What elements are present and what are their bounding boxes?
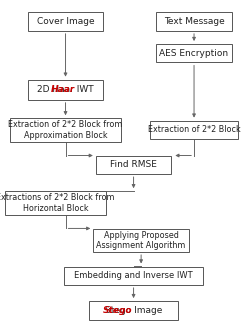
Text: Cover Image: Cover Image <box>37 17 94 26</box>
FancyBboxPatch shape <box>89 301 178 320</box>
Text: 2D Haar IWT: 2D Haar IWT <box>37 85 94 95</box>
Text: Stego Image: Stego Image <box>105 306 162 315</box>
FancyBboxPatch shape <box>156 44 232 63</box>
FancyBboxPatch shape <box>28 12 103 31</box>
FancyBboxPatch shape <box>150 121 238 139</box>
FancyBboxPatch shape <box>93 229 189 252</box>
FancyBboxPatch shape <box>96 156 171 174</box>
Text: Embedding and Inverse IWT: Embedding and Inverse IWT <box>74 271 193 280</box>
Text: Text Message: Text Message <box>164 17 225 26</box>
Text: Extraction of 2*2 Block from
Approximation Block: Extraction of 2*2 Block from Approximati… <box>8 120 123 140</box>
Text: Stego: Stego <box>103 306 132 315</box>
Text: Extractions of 2*2 Block from
Horizontal Block: Extractions of 2*2 Block from Horizontal… <box>0 193 115 213</box>
Text: Applying Proposed
Assignment Algorithm: Applying Proposed Assignment Algorithm <box>97 231 186 250</box>
Text: Extraction of 2*2 Block: Extraction of 2*2 Block <box>148 125 240 135</box>
Text: AES Encryption: AES Encryption <box>160 49 229 58</box>
FancyBboxPatch shape <box>5 191 106 215</box>
FancyBboxPatch shape <box>28 80 103 100</box>
Text: Haar: Haar <box>51 85 75 95</box>
FancyBboxPatch shape <box>156 12 232 31</box>
FancyBboxPatch shape <box>10 118 121 142</box>
Text: Find RMSE: Find RMSE <box>110 160 157 169</box>
FancyBboxPatch shape <box>64 266 203 285</box>
